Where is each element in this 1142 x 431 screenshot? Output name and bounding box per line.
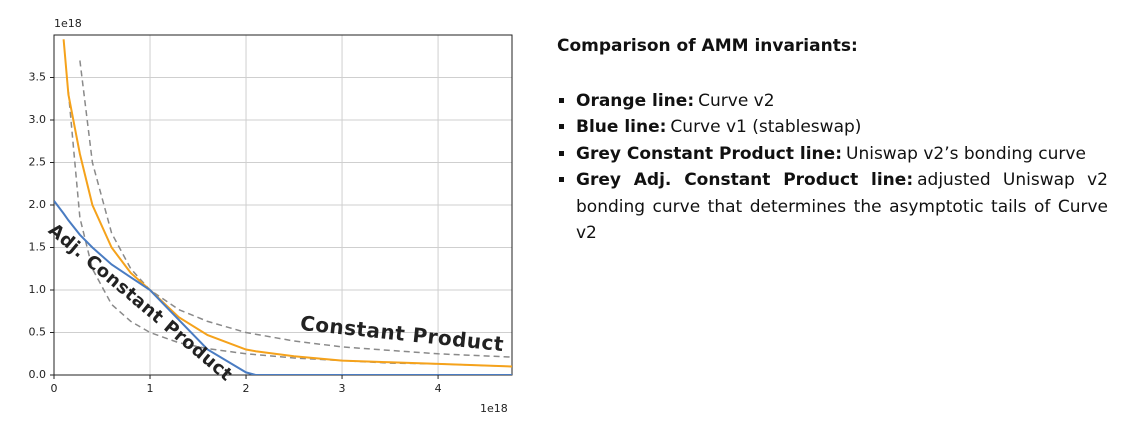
note-text: Curve v2 xyxy=(698,90,775,111)
note-text: Curve v1 (stableswap) xyxy=(670,117,862,137)
note-item: Blue line:Curve v1 (stableswap) xyxy=(576,114,1108,141)
note-label: Grey Adj. Constant Product line: xyxy=(576,170,914,190)
y-tick-label: 2.5 xyxy=(29,156,47,169)
y-tick-label: 0.5 xyxy=(29,326,47,339)
series-line xyxy=(79,60,512,358)
note-item: Grey Constant Product line:Uniswap v2’s … xyxy=(576,141,1108,168)
note-item: Grey Adj. Constant Product line:adjusted… xyxy=(576,167,1108,247)
series-line xyxy=(54,200,512,375)
x-tick-label: 2 xyxy=(243,382,250,395)
x-offset-label: 1e18 xyxy=(480,402,508,415)
x-tick-label: 4 xyxy=(435,382,442,395)
notes: Comparison of AMM invariants: Orange lin… xyxy=(557,33,1108,247)
note-item: Orange line:Curve v2 xyxy=(576,88,1108,115)
y-tick-label: 2.0 xyxy=(29,198,47,211)
series-label: Adj. Constant Product xyxy=(44,220,236,386)
y-tick-label: 3.5 xyxy=(29,71,47,84)
y-tick-label: 1.0 xyxy=(29,283,47,296)
series-line xyxy=(62,39,512,368)
series-label: Constant Product xyxy=(299,311,505,356)
y-tick-label: 0.0 xyxy=(29,368,47,381)
x-tick-label: 1 xyxy=(147,382,154,395)
note-label: Orange line: xyxy=(576,90,695,111)
y-tick-label: 1.5 xyxy=(29,241,47,254)
note-label: Blue line: xyxy=(576,117,667,137)
note-label: Grey Constant Product line: xyxy=(576,143,842,164)
note-text: Uniswap v2’s bonding curve xyxy=(846,143,1086,164)
notes-title: Comparison of AMM invariants: xyxy=(557,36,858,56)
y-offset-label: 1e18 xyxy=(54,17,82,30)
notes-list: Orange line:Curve v2Blue line:Curve v1 (… xyxy=(557,88,1108,247)
x-tick-label: 0 xyxy=(51,382,58,395)
note-text: adjusted Uniswap v2 bonding curve that d… xyxy=(576,170,1108,243)
y-tick-label: 3.0 xyxy=(29,113,47,126)
x-tick-label: 3 xyxy=(339,382,346,395)
chart: 1e18 1e18 0.0 0.5 1.0 1.5 2.0 2.5 3.0 3.5 0 1 2 3 4 C… xyxy=(29,17,513,415)
plot-area xyxy=(54,39,512,375)
